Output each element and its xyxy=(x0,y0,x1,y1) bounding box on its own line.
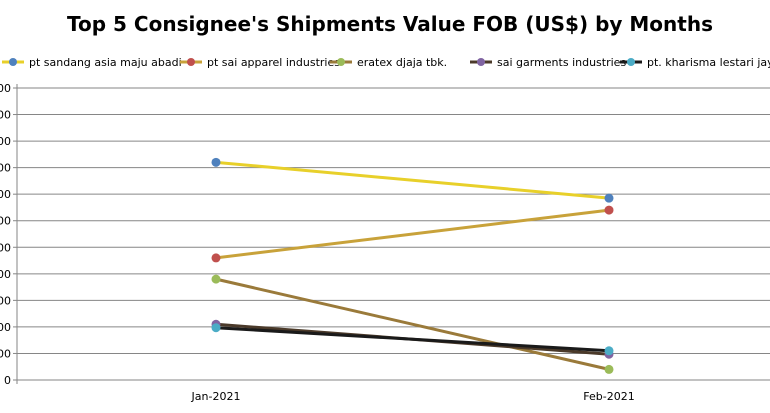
data-point xyxy=(604,346,614,356)
legend-item: pt. kharisma lestari jaya xyxy=(620,56,770,69)
data-point xyxy=(211,323,221,333)
series-3 xyxy=(211,274,614,374)
legend-label: pt sai apparel industries xyxy=(207,56,340,69)
x-tick-label: Feb-2021 xyxy=(583,390,634,403)
legend-label: pt sandang asia maju abadi xyxy=(29,56,182,69)
series-line xyxy=(215,326,610,353)
series-line xyxy=(215,160,610,200)
y-tick-label: 0 xyxy=(4,374,11,387)
series-line xyxy=(215,277,610,371)
y-tick-label: 00 xyxy=(0,321,11,334)
legend: pt sandang asia maju abadi pt sai apparel… xyxy=(2,56,770,69)
legend-marker xyxy=(627,58,635,66)
data-point xyxy=(211,274,221,284)
series-2 xyxy=(211,205,614,263)
series-group xyxy=(211,157,614,374)
data-point xyxy=(211,157,221,167)
legend-marker xyxy=(187,58,195,66)
legend-label: pt. kharisma lestari jaya xyxy=(647,56,770,69)
y-tick-label: 00 xyxy=(0,294,11,307)
data-point xyxy=(211,253,221,263)
y-tick-label: 00 xyxy=(0,215,11,228)
legend-item: pt sandang asia maju abadi xyxy=(2,56,182,69)
data-point xyxy=(604,193,614,203)
y-tick-label: 00 xyxy=(0,241,11,254)
data-point xyxy=(604,205,614,215)
y-tick-label: 00 xyxy=(0,347,11,360)
series-line xyxy=(215,208,610,260)
axes xyxy=(13,84,770,384)
legend-label: eratex djaja tbk. xyxy=(357,56,447,69)
y-tick-label: 00 xyxy=(0,162,11,175)
legend-label: sai garments industries xyxy=(497,56,626,69)
y-tick-label: 00 xyxy=(0,82,11,95)
series-1 xyxy=(211,157,614,203)
y-tick-label: 00 xyxy=(0,135,11,148)
legend-item: pt sai apparel industries xyxy=(180,56,340,69)
y-tick-label: 00 xyxy=(0,109,11,122)
legend-item: sai garments industries xyxy=(470,56,626,69)
x-tick-label: Jan-2021 xyxy=(191,390,241,403)
series-5 xyxy=(211,323,614,356)
legend-marker xyxy=(9,58,17,66)
y-tick-label: 00 xyxy=(0,268,11,281)
legend-marker xyxy=(337,58,345,66)
y-tick-label: 00 xyxy=(0,188,11,201)
data-point xyxy=(604,364,614,374)
x-axis-ticks: Jan-2021 Feb-2021 xyxy=(191,390,635,403)
legend-item: eratex djaja tbk. xyxy=(330,56,447,69)
chart-title: Top 5 Consignee's Shipments Value FOB (U… xyxy=(67,12,713,36)
legend-marker xyxy=(477,58,485,66)
gridlines xyxy=(17,87,770,354)
